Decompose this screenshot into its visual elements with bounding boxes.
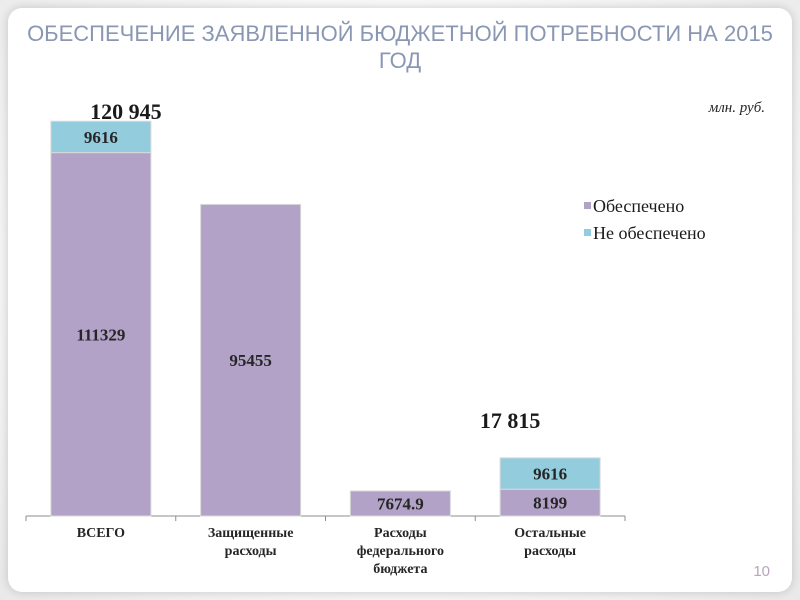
x-tick-label: ВСЕГО bbox=[77, 526, 125, 541]
x-tick-label: расходы bbox=[225, 544, 277, 559]
data-label: 8199 bbox=[533, 494, 567, 513]
legend-swatch bbox=[584, 202, 591, 209]
bar-secured bbox=[499, 488, 601, 517]
total-label: 17 815 bbox=[480, 408, 541, 433]
total-label: 120 945 bbox=[90, 99, 162, 124]
page-number: 10 bbox=[753, 563, 770, 580]
legend-label: Обеспечено bbox=[593, 196, 684, 216]
data-label: 95455 bbox=[229, 351, 272, 370]
legend-label: Не обеспечено bbox=[593, 223, 706, 243]
data-label: 9616 bbox=[533, 465, 567, 484]
bar-secured bbox=[200, 203, 302, 517]
x-tick-label: Остальные bbox=[514, 526, 586, 541]
legend-swatch bbox=[584, 229, 591, 236]
bar-unsecured bbox=[50, 120, 152, 154]
x-tick-label: расходы bbox=[524, 544, 576, 559]
data-label: 111329 bbox=[76, 325, 125, 344]
bar-unsecured bbox=[499, 457, 601, 490]
data-label: 9616 bbox=[84, 128, 118, 147]
bar-secured bbox=[50, 152, 152, 517]
slide-title: ОБЕСПЕЧЕНИЕ ЗАЯВЛЕННОЙ БЮДЖЕТНОЙ ПОТРЕБН… bbox=[27, 21, 773, 73]
x-tick-label: Расходы bbox=[374, 526, 427, 541]
x-tick-label: Защищенные bbox=[208, 526, 294, 541]
bar-secured bbox=[349, 490, 451, 517]
x-tick-label: федерального bbox=[357, 544, 444, 559]
x-tick-label: бюджета bbox=[373, 562, 427, 577]
unit-label: млн. руб. bbox=[708, 100, 765, 116]
data-label: 7674.9 bbox=[377, 494, 424, 513]
